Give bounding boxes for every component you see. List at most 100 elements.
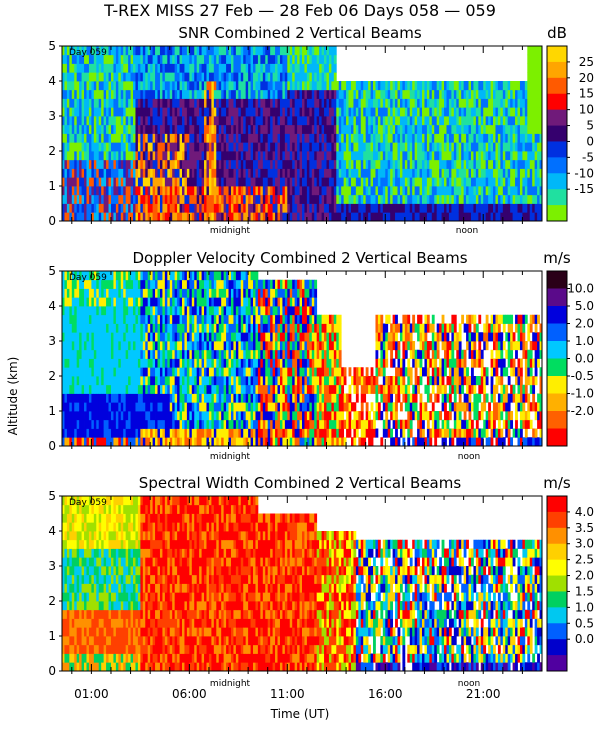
snr-cell — [137, 63, 141, 73]
doppler-cell — [98, 437, 102, 446]
doppler-cell — [213, 323, 217, 333]
doppler-cell — [137, 367, 141, 377]
doppler-cell — [74, 358, 78, 368]
snr-cell — [375, 116, 379, 126]
snr-cell — [182, 177, 185, 187]
snr-cell — [282, 54, 286, 64]
doppler-cell — [69, 376, 73, 386]
snr-cell — [387, 107, 391, 117]
doppler-cell — [199, 323, 202, 333]
snr-cell — [309, 212, 313, 221]
snr-cell — [385, 116, 389, 126]
snr-cell — [93, 124, 97, 134]
snr-cell — [169, 116, 173, 126]
snr-cell — [93, 46, 97, 56]
snr-cell — [284, 194, 288, 204]
snr-cell — [417, 81, 420, 91]
doppler-cell — [155, 437, 158, 446]
snr-cell — [123, 63, 127, 73]
snr-cell — [267, 151, 271, 161]
doppler-cell — [191, 367, 195, 377]
snr-cell — [84, 194, 87, 204]
snr-cell — [196, 133, 200, 143]
snr-cell — [434, 116, 438, 126]
snr-cell — [368, 212, 371, 221]
doppler-cell — [137, 332, 141, 342]
doppler-cell — [115, 358, 119, 368]
snr-cell — [243, 116, 247, 126]
snr-cell — [250, 54, 254, 64]
snr-cell — [299, 151, 303, 161]
doppler-cell — [174, 376, 178, 386]
snr-cell — [253, 142, 256, 152]
snr-cell — [370, 142, 374, 152]
snr-cell — [387, 98, 391, 108]
snr-cell — [76, 46, 80, 56]
snr-cell — [446, 89, 450, 99]
snr-cell — [302, 81, 305, 91]
doppler-cell — [159, 411, 163, 421]
snr-cell — [414, 212, 418, 221]
snr-cell — [248, 168, 251, 178]
snr-cell — [91, 151, 95, 161]
snr-cell — [407, 186, 411, 196]
snr-cell — [221, 107, 225, 117]
snr-cell — [497, 212, 501, 221]
doppler-cell — [157, 271, 161, 281]
snr-cell — [265, 177, 269, 187]
snr-cell — [490, 177, 494, 187]
snr-cell — [233, 116, 237, 126]
doppler-cell — [98, 411, 102, 421]
snr-cell — [402, 151, 406, 161]
doppler-cell — [66, 358, 70, 368]
snr-cell — [529, 203, 533, 213]
snr-cell — [66, 81, 70, 91]
doppler-cell — [79, 341, 82, 351]
doppler-cell — [113, 411, 117, 421]
snr-cell — [453, 89, 457, 99]
snr-cell — [250, 151, 254, 161]
snr-cell — [226, 212, 229, 221]
snr-colorbar-segment — [547, 93, 567, 111]
snr-cell — [275, 124, 278, 134]
snr-cell — [515, 81, 518, 91]
snr-cell — [304, 159, 308, 169]
snr-cell — [314, 89, 318, 99]
snr-cell — [382, 177, 386, 187]
snr-cell — [115, 177, 119, 187]
snr-cell — [434, 203, 438, 213]
doppler-cell — [196, 411, 200, 421]
snr-cell — [402, 142, 406, 152]
snr-cell — [306, 203, 310, 213]
doppler-cell — [174, 419, 178, 429]
snr-cell — [297, 194, 300, 204]
snr-cell — [98, 168, 102, 178]
snr-cell — [101, 81, 105, 91]
snr-cell — [204, 107, 207, 117]
snr-cell — [191, 107, 195, 117]
snr-cell — [172, 98, 176, 108]
doppler-cell — [128, 437, 131, 446]
doppler-cell — [155, 288, 158, 298]
snr-cell — [84, 81, 87, 91]
snr-colorbar-segment — [547, 77, 567, 95]
doppler-cell — [101, 376, 105, 386]
snr-cell — [419, 151, 423, 161]
snr-cell — [98, 212, 102, 221]
snr-cell — [439, 203, 442, 213]
doppler-cell — [81, 323, 85, 333]
snr-cell — [272, 124, 276, 134]
snr-cell — [108, 168, 112, 178]
snr-cell — [444, 116, 447, 126]
doppler-cell — [86, 367, 90, 377]
snr-cell — [326, 177, 330, 187]
snr-cell — [311, 159, 315, 169]
snr-cell — [309, 124, 313, 134]
snr-cell — [233, 151, 237, 161]
snr-cell — [527, 89, 531, 99]
snr-cell — [270, 212, 274, 221]
doppler-cell — [81, 384, 85, 394]
doppler-cell — [120, 288, 124, 298]
doppler-cell — [172, 393, 176, 403]
snr-cell — [233, 159, 237, 169]
